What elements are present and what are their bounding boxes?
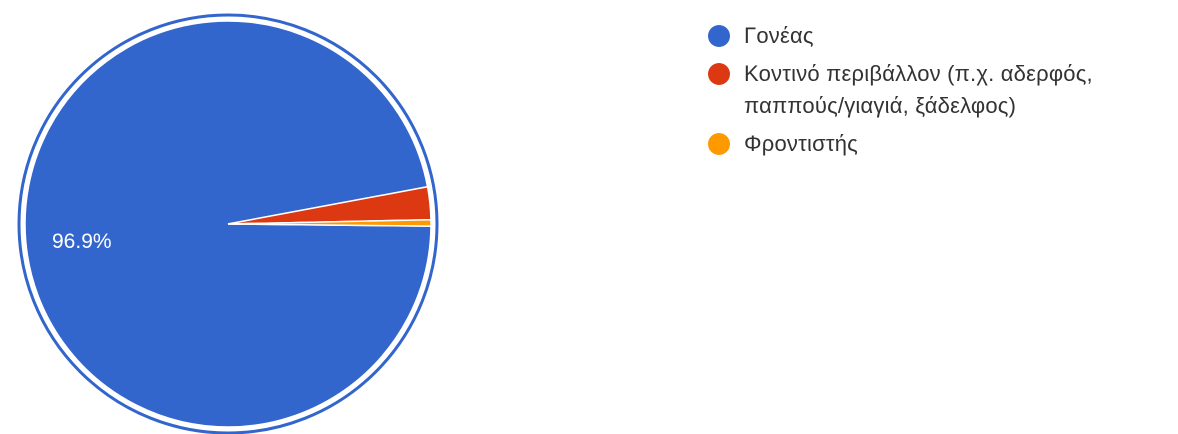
pie-highlight-ring [17, 13, 439, 434]
pie-data-label-goneas: 96.9% [52, 230, 112, 253]
legend-item-kontino-perivallon[interactable]: Κοντινό περιβάλλον (π.χ. αδερφός, παππού… [708, 58, 1168, 122]
legend-swatch-frontistis [708, 133, 730, 155]
pie-chart: 96.9% [17, 13, 439, 434]
legend-item-frontistis[interactable]: Φροντιστής [708, 128, 1168, 160]
chart-legend: Γονέας Κοντινό περιβάλλον (π.χ. αδερφός,… [708, 20, 1168, 166]
legend-label-frontistis: Φροντιστής [744, 131, 858, 156]
legend-swatch-kontino-perivallon [708, 63, 730, 85]
pie-group: 96.9% [17, 13, 439, 434]
legend-label-kontino-perivallon: Κοντινό περιβάλλον (π.χ. αδερφός, παππού… [744, 61, 1093, 118]
legend-swatch-goneas [708, 25, 730, 47]
legend-item-goneas[interactable]: Γονέας [708, 20, 1168, 52]
legend-label-goneas: Γονέας [744, 23, 814, 48]
pie-slice-frontistis[interactable] [227, 218, 432, 227]
